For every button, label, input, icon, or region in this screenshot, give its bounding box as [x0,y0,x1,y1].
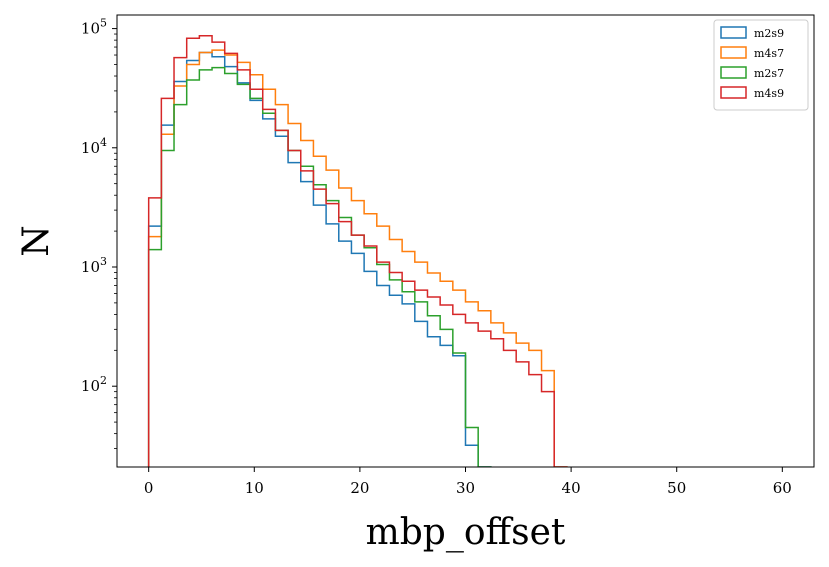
x-axis-label: mbp_offset [366,512,566,553]
y-tick-label: 103 [81,255,107,276]
x-tick-label: 40 [562,479,581,497]
legend-swatch-m2s9 [720,26,747,39]
legend-swatch-m4s9 [720,86,747,99]
y-axis: 102 103 104 105 [81,17,117,395]
legend-label-m2s9: m2s9 [754,27,784,40]
y-tick-label: 102 [81,374,107,395]
x-tick-label: 30 [456,479,475,497]
legend: m2s9 m4s7 m2s7 m4s9 [713,19,809,111]
y-tick-label: 105 [81,17,107,38]
y-minor-ticks [114,33,117,449]
y-tick-label: 104 [81,136,107,157]
legend-swatch-m2s7 [720,66,747,79]
x-tick-label: 0 [144,479,154,497]
x-tick-label: 60 [773,479,792,497]
y-axis-label: N [16,225,57,257]
x-tick-label: 20 [350,479,369,497]
series-line-m4s7 [147,49,568,467]
series-layer [147,35,568,467]
x-tick-label: 10 [245,479,264,497]
legend-swatch-m4s7 [720,46,747,59]
series-line-m4s9 [147,35,568,467]
series-line-m2s7 [147,66,492,467]
legend-label-m4s9: m4s9 [754,87,784,100]
legend-label-m2s7: m2s7 [754,67,784,80]
x-axis: 0 10 20 30 40 50 60 [144,467,792,497]
x-tick-label: 50 [667,479,686,497]
legend-label-m4s7: m4s7 [754,47,784,60]
